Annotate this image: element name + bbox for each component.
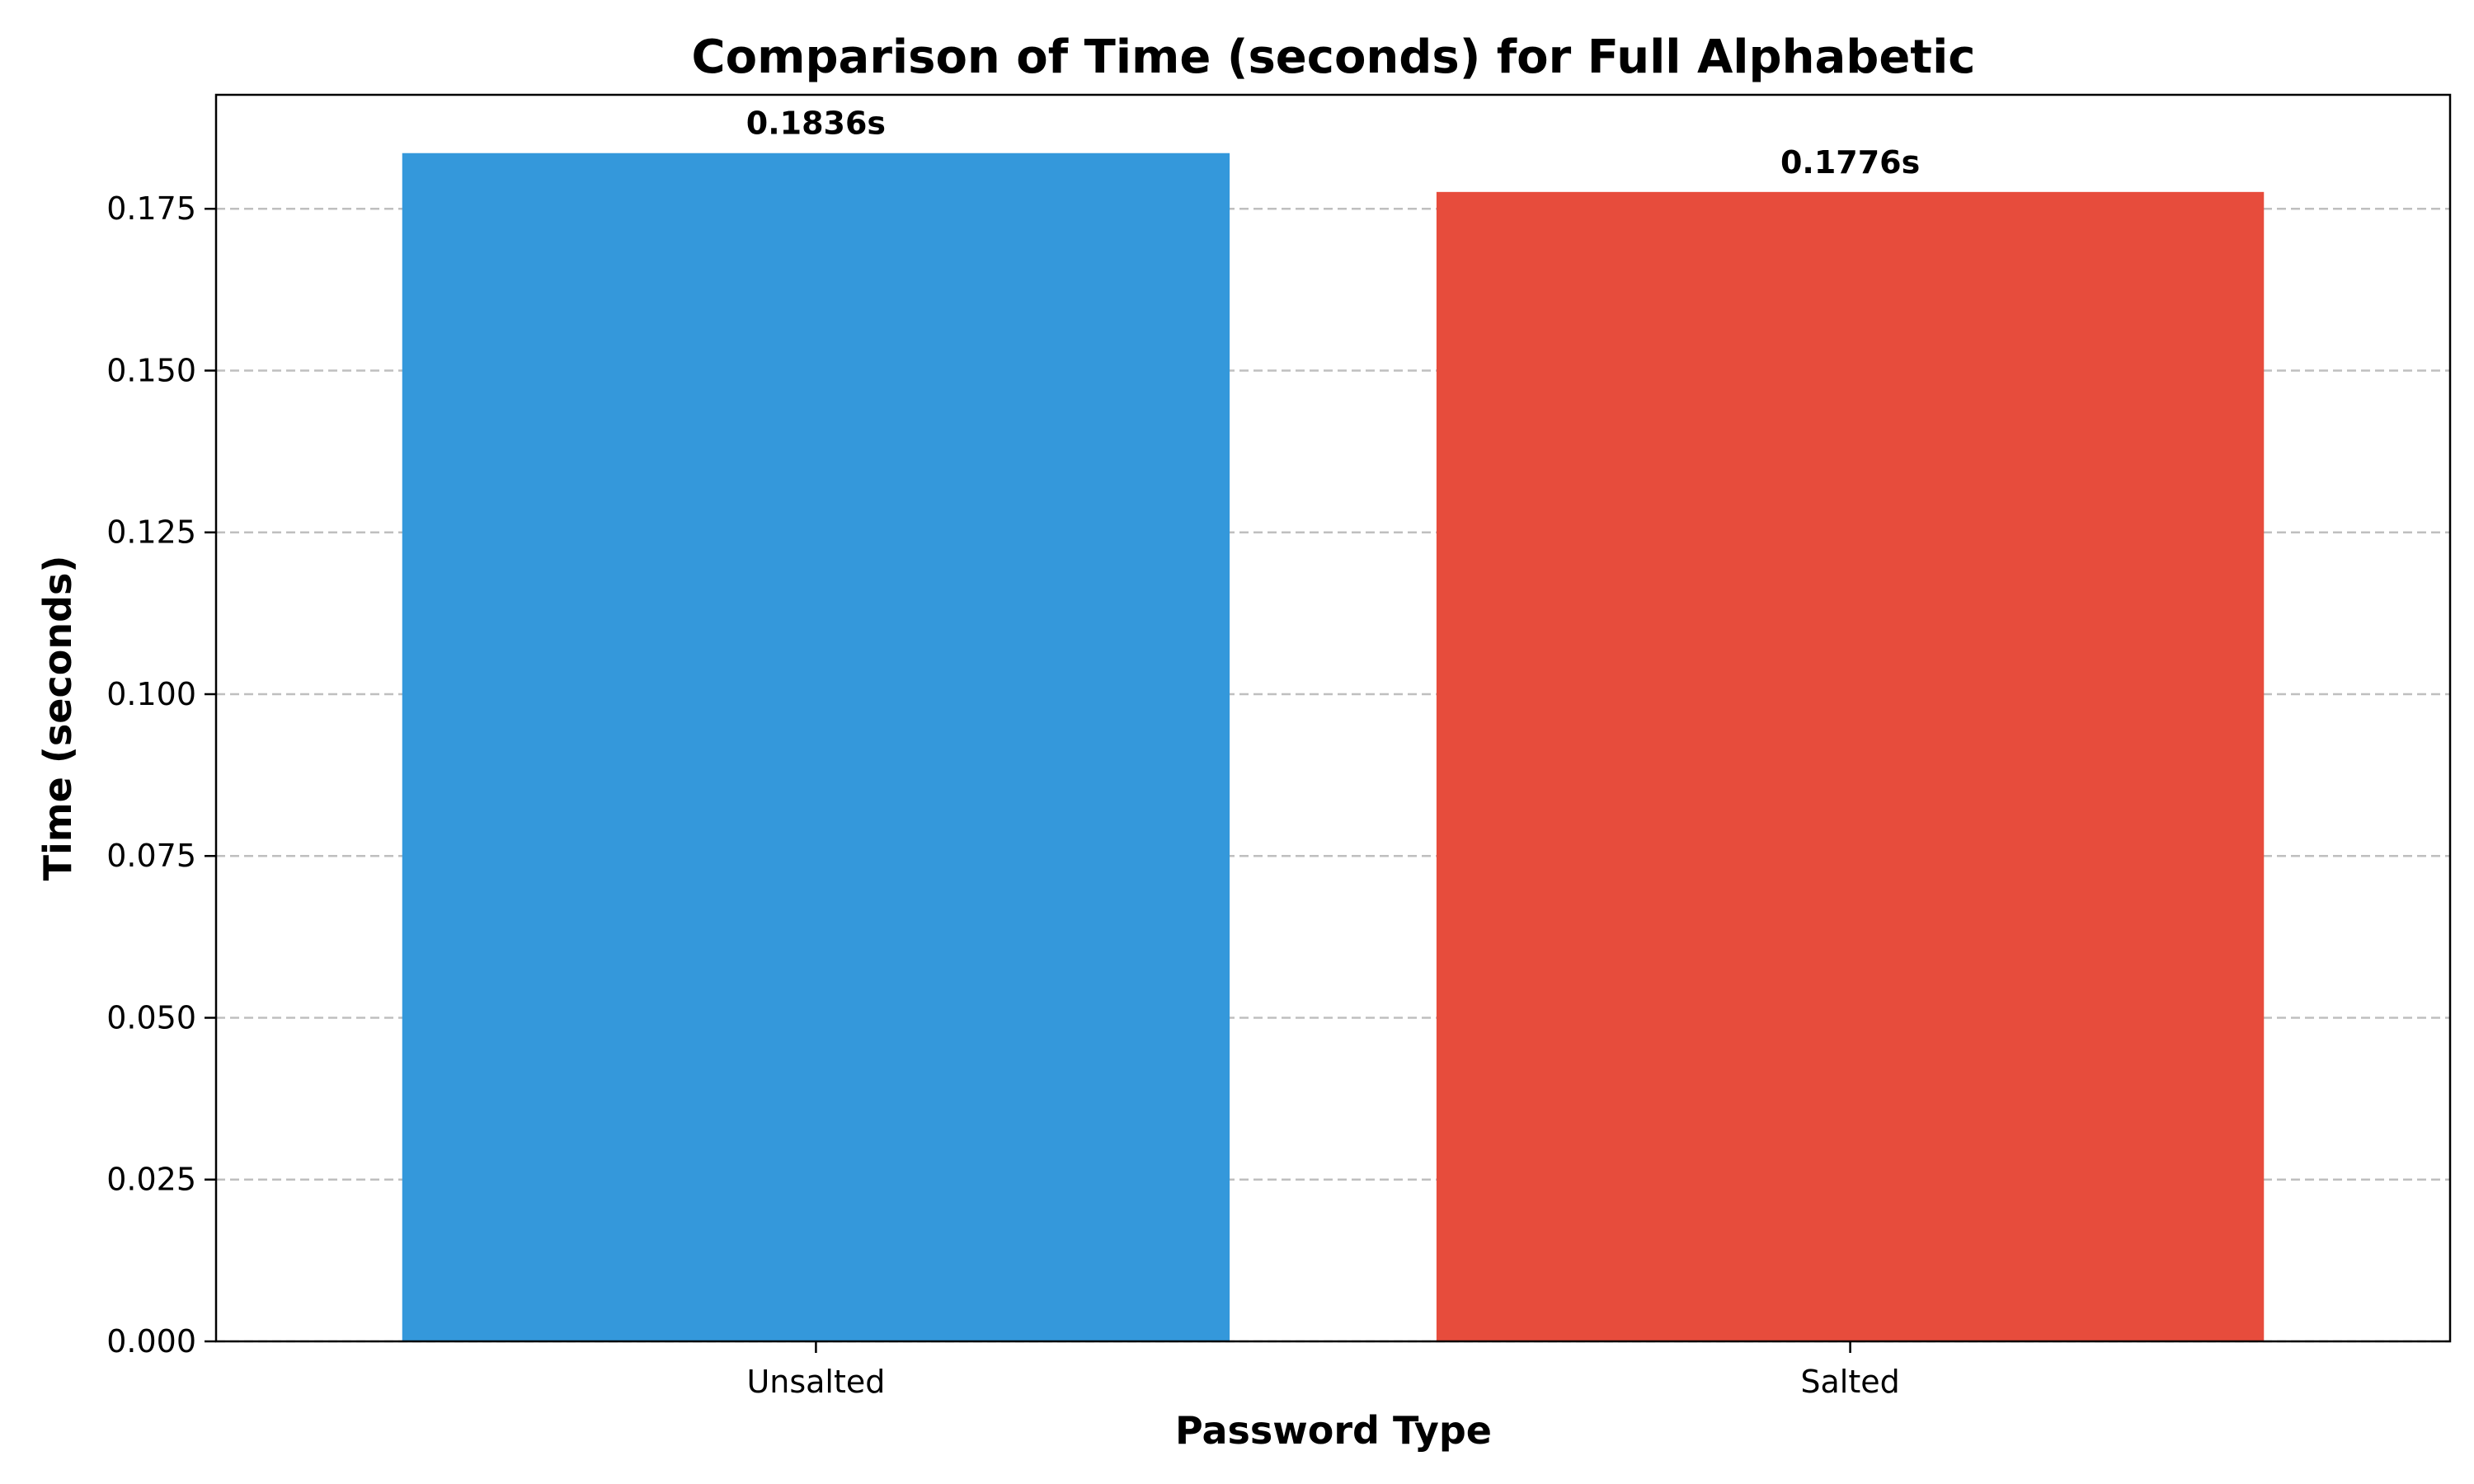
- chart-title: Comparison of Time (seconds) for Full Al…: [692, 31, 1976, 84]
- y-tick-label: 0.175: [106, 190, 196, 227]
- y-tick-label: 0.125: [106, 514, 196, 551]
- data-label: 0.1836s: [746, 106, 886, 142]
- data-label: 0.1776s: [1780, 144, 1920, 181]
- y-axis-label: Time (seconds): [35, 556, 80, 881]
- bar-unsalted: [402, 153, 1230, 1342]
- y-tick-label: 0.100: [106, 676, 196, 712]
- x-axis-ticks: Unsalted Salted: [746, 1341, 1900, 1400]
- y-axis-ticks: 0.000 0.025 0.050 0.075 0.100 0.125 0.150 0.175: [106, 190, 216, 1360]
- bars: [402, 153, 2265, 1342]
- y-tick-label: 0.050: [106, 999, 196, 1036]
- y-tick-label: 0.150: [106, 352, 196, 388]
- y-tick-label: 0.000: [106, 1323, 196, 1360]
- y-tick-label: 0.025: [106, 1162, 196, 1198]
- data-labels: 0.1836s 0.1776s: [746, 106, 1920, 181]
- plot-frame: [214, 93, 2452, 1343]
- y-tick-label: 0.075: [106, 838, 196, 874]
- x-tick-label: Unsalted: [746, 1364, 885, 1400]
- x-axis-label: Password Type: [1175, 1408, 1492, 1453]
- x-tick-label: Salted: [1800, 1364, 1899, 1400]
- bar-salted: [1436, 191, 2265, 1342]
